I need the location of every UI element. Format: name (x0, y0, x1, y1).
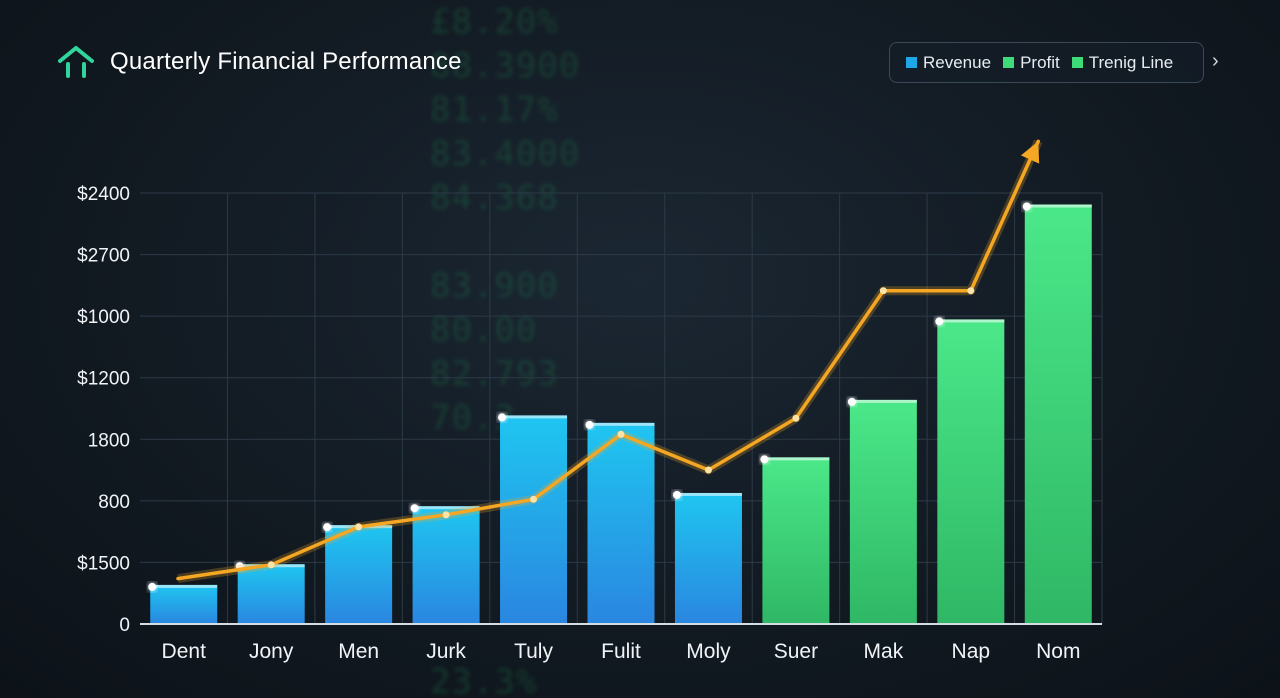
x-tick-label: Fulit (601, 640, 641, 663)
bar-revenue (237, 564, 305, 624)
axes: 0 $1500 800 1800 $1200 $1000 $2700 $2400 Dent Jon… (77, 184, 1102, 663)
chevron-right-icon[interactable]: › (1212, 50, 1219, 72)
y-tick-label: $1500 (77, 553, 130, 574)
bg-number: £8.20% (430, 2, 559, 42)
bar-profit (762, 457, 830, 624)
legend-label: Profit (1020, 52, 1060, 72)
y-tick-label: $2700 (77, 246, 130, 267)
legend-item-revenue[interactable]: Revenue (906, 53, 991, 73)
bar-revenue (500, 415, 568, 624)
y-tick-label: $1200 (77, 369, 130, 390)
x-tick-label: Nap (952, 640, 991, 663)
x-tick-label: Nom (1036, 640, 1080, 663)
trend-point (967, 287, 975, 295)
bar-glow-dot (410, 504, 419, 513)
bar-profit (849, 399, 917, 624)
x-tick-label: Tuly (514, 640, 553, 663)
y-tick-label: 0 (119, 615, 130, 636)
trend-line (176, 139, 1043, 584)
bar-glow-dot (672, 490, 681, 499)
bg-number: 83.900 (430, 266, 559, 306)
legend-label: Revenue (923, 52, 992, 72)
trend-point (442, 511, 450, 519)
legend: Revenue Profit Trenig Line (889, 42, 1204, 83)
trend-point (267, 561, 275, 569)
header: Quarterly Financial Performance (56, 44, 462, 80)
y-tick-label: $2400 (77, 184, 130, 205)
trend-point (355, 523, 363, 531)
page-title: Quarterly Financial Performance (110, 48, 462, 75)
bar-highlight (150, 584, 218, 588)
bar-revenue (587, 422, 655, 624)
bg-number: 81.17% (430, 90, 559, 130)
bar-revenue (412, 506, 480, 624)
bar-glow-dot (1022, 202, 1031, 211)
x-tick-label: Jurk (426, 640, 466, 663)
legend-swatch-profit (1003, 57, 1015, 68)
bar-glow-dot (847, 397, 856, 406)
bar-highlight (762, 457, 830, 461)
bar-highlight (412, 506, 480, 510)
bar-glow-dot (498, 413, 507, 422)
trend-point (879, 287, 887, 295)
bg-number: 80.00 (430, 310, 538, 350)
bg-number: 82.793 (430, 354, 559, 394)
trend-point (704, 466, 712, 474)
legend-swatch-trend (1071, 57, 1083, 68)
bar-glow-dot (148, 582, 157, 591)
x-tick-label: Suer (774, 640, 818, 663)
background-numbers: £8.20% 88.3900 81.17% 83.4000 84.368 83.… (430, 0, 590, 698)
legend-swatch-revenue (906, 57, 917, 68)
bar-glow-dot (760, 455, 769, 464)
bar-glow-dot (935, 317, 944, 326)
home-icon[interactable] (56, 44, 96, 80)
bar-revenue (150, 584, 218, 624)
y-tick-label: 800 (98, 492, 130, 513)
trend-arrow-head (1020, 141, 1040, 164)
y-tick-label: 1800 (88, 430, 130, 451)
bar-highlight (849, 399, 917, 403)
x-tick-label: Mak (864, 640, 904, 663)
trend-point (792, 414, 800, 422)
x-tick-label: Dent (162, 640, 207, 663)
legend-item-trend[interactable]: Trenig Line (1071, 52, 1174, 73)
x-tick-label: Men (338, 640, 379, 663)
trend-point (617, 430, 625, 438)
bar-glow-dot (585, 420, 594, 429)
bar-highlight (674, 492, 742, 496)
bar-revenue (674, 492, 742, 624)
bar-highlight (1024, 204, 1092, 208)
bg-number: 88.3900 (430, 46, 581, 86)
bar-revenue (325, 525, 393, 624)
legend-item-profit[interactable]: Profit (1003, 53, 1060, 73)
bar-profit (937, 319, 1005, 624)
trend-point (530, 495, 538, 503)
bg-number: 84.368 (430, 178, 559, 218)
bar-highlight (500, 415, 568, 419)
x-tick-label: Moly (686, 640, 731, 663)
bg-number: 83.4000 (430, 134, 581, 174)
bg-number: 23.3% (430, 662, 538, 698)
x-tick-label: Jony (249, 640, 294, 663)
bar-highlight (587, 422, 655, 426)
bars (148, 202, 1092, 624)
y-tick-label: $1000 (77, 307, 130, 328)
bar-profit (1024, 204, 1092, 624)
bar-highlight (937, 319, 1005, 323)
legend-label: Trenig Line (1088, 52, 1174, 72)
bar-glow-dot (323, 523, 332, 532)
